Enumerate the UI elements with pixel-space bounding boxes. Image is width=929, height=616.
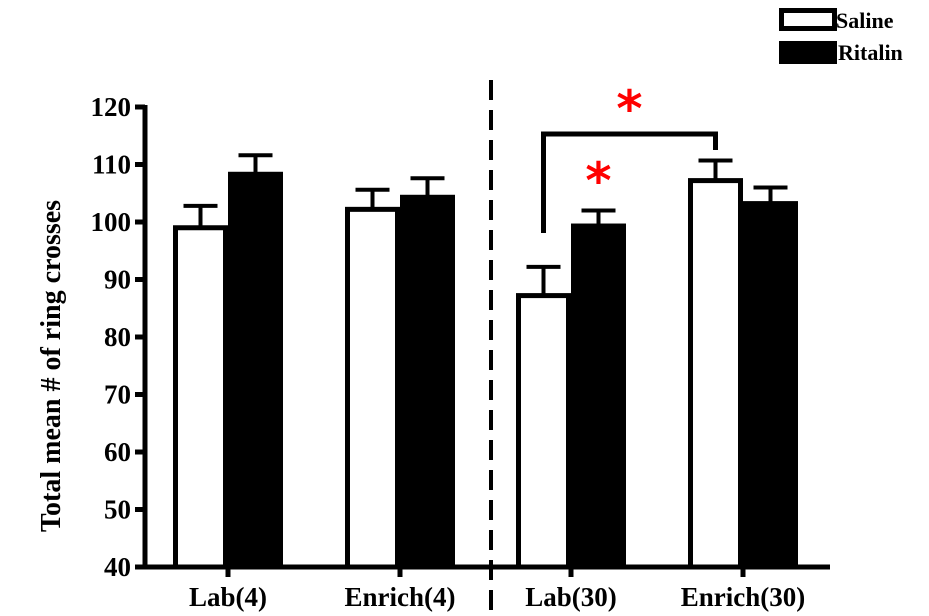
y-tick-label: 120 [91, 92, 132, 122]
bar-saline-0 [173, 225, 228, 570]
category-labels: Lab(4) Enrich(4) Lab(30) Enrich(30) [189, 582, 805, 612]
significance-bracket [541, 131, 718, 233]
category-label: Enrich(30) [681, 582, 806, 612]
bar-saline-1 [345, 206, 400, 570]
y-tick-label: 80 [104, 322, 131, 352]
legend-swatch-saline [779, 8, 837, 31]
bar-saline-2 [516, 293, 571, 570]
bar-ritalin-3 [743, 201, 798, 570]
bar-ritalin-1 [400, 194, 455, 570]
bar-saline-3 [688, 178, 743, 570]
y-axis-ticks: 40 50 60 70 80 90 100 110 120 [91, 92, 145, 582]
y-tick-label: 70 [104, 380, 131, 410]
y-tick-label: 60 [104, 437, 131, 467]
significance-star-bracket: * [616, 80, 642, 138]
category-label: Enrich(4) [345, 582, 456, 612]
error-bars-group [183, 153, 788, 296]
y-tick-label: 40 [104, 552, 131, 582]
significance-annotations: ** [541, 80, 718, 233]
y-tick-label: 100 [91, 207, 132, 237]
legend-label-saline: Saline [836, 8, 894, 33]
category-label: Lab(30) [525, 582, 617, 612]
legend-label-ritalin: Ritalin [838, 40, 903, 65]
category-label: Lab(4) [189, 582, 267, 612]
y-tick-label: 110 [92, 150, 131, 180]
bar-ritalin-2 [571, 223, 626, 570]
y-tick-label: 90 [104, 265, 131, 295]
significance-star-lab30: * [585, 152, 611, 210]
y-axis-label: Total mean # of ring crosses [36, 200, 67, 532]
legend-swatch-ritalin [779, 41, 837, 64]
bar-ritalin-0 [228, 171, 283, 570]
bars-group [173, 171, 798, 570]
y-tick-label: 50 [104, 495, 131, 525]
axes [142, 80, 830, 616]
legend: Saline Ritalin [779, 8, 903, 65]
